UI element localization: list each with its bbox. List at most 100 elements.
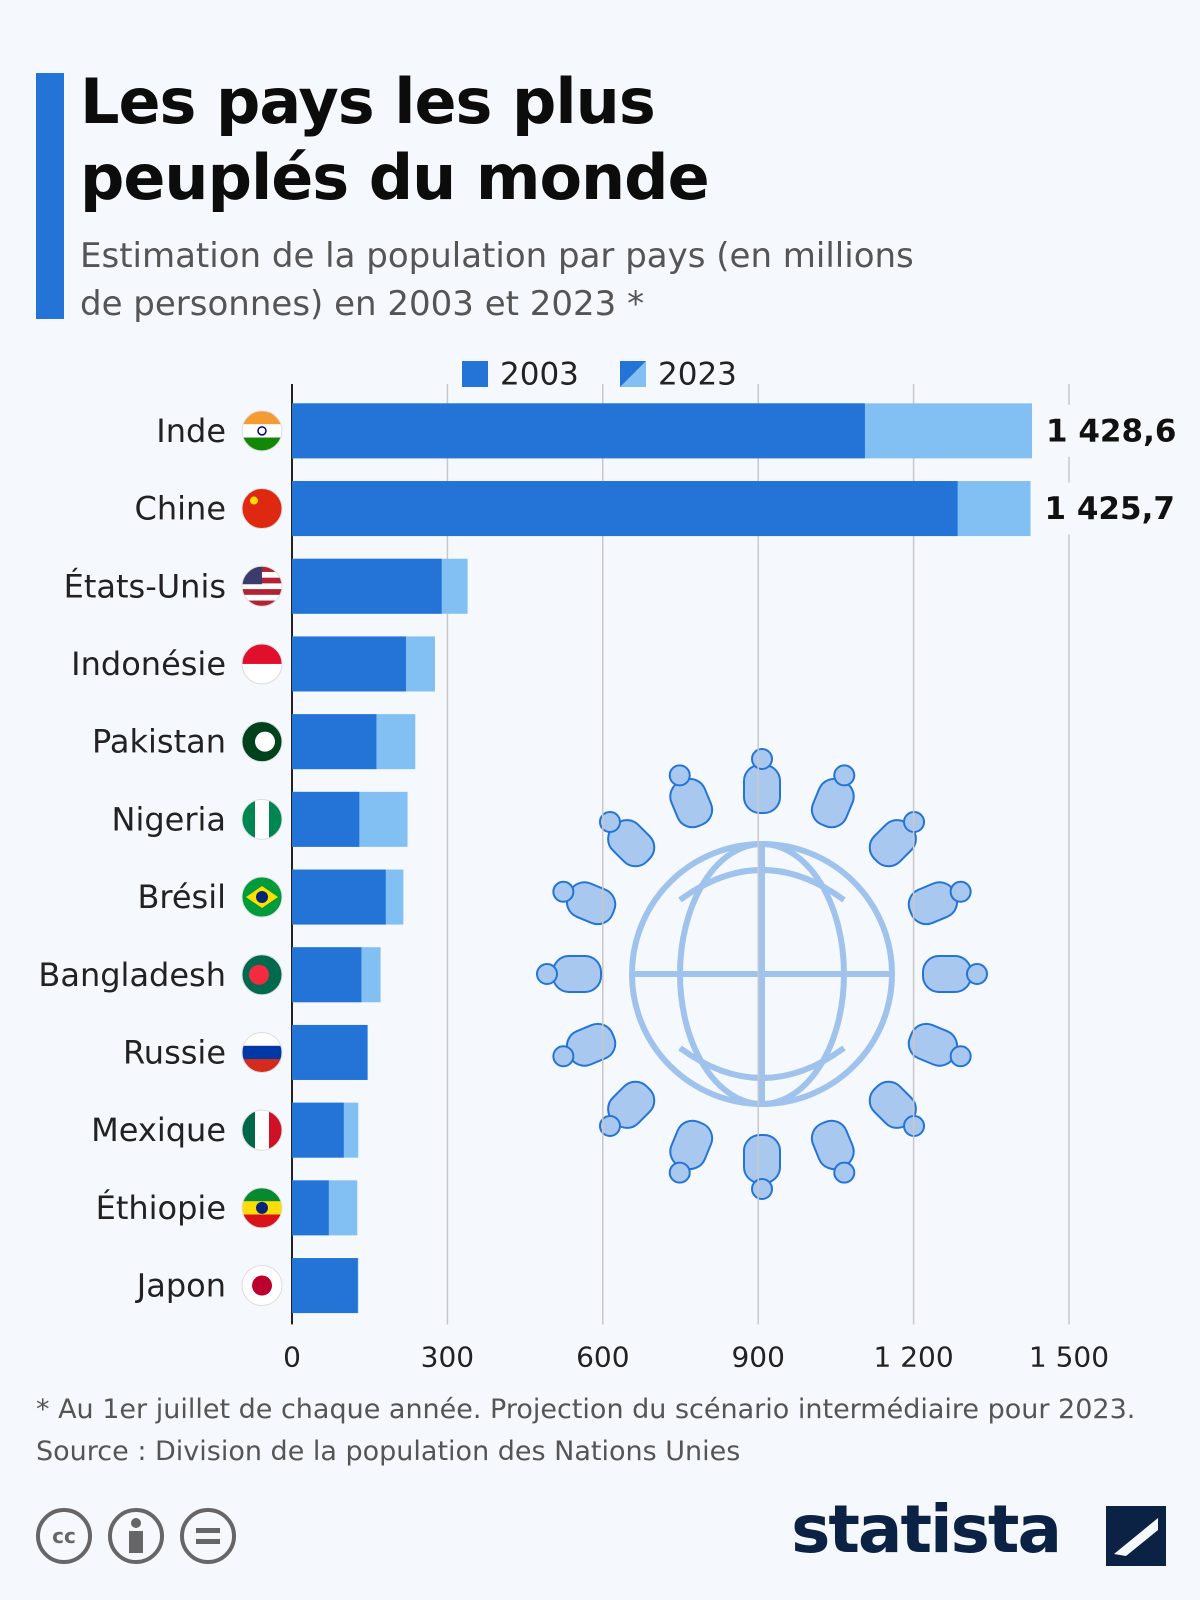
flag-disc: [256, 1201, 268, 1214]
bar: [292, 1102, 344, 1158]
person-head: [552, 1045, 575, 1068]
flag-band: [242, 1214, 282, 1228]
flag-band: [255, 799, 269, 840]
person-head: [536, 963, 558, 985]
x-tick-label: 0: [283, 1340, 301, 1370]
flag-icon: [242, 1032, 282, 1073]
value-label-bg: [1042, 404, 1173, 457]
person-head: [751, 748, 773, 770]
person-body: [922, 955, 972, 993]
flag-border: [241, 721, 283, 763]
brand-name: statista: [791, 1491, 1062, 1568]
flag-band: [242, 1045, 282, 1060]
person-head: [668, 764, 691, 787]
y-tick-label: Indonésie: [71, 645, 226, 683]
bar: [292, 947, 362, 1003]
flag-disc: [252, 1275, 272, 1296]
flag-icon: [242, 1265, 282, 1306]
flag-border: [241, 1109, 283, 1151]
value-label-bg: [1040, 482, 1171, 535]
y-tick-label: Inde: [156, 412, 226, 450]
person-icon: [552, 955, 602, 993]
flag-icon: [242, 1110, 282, 1151]
flag-band: [242, 583, 282, 590]
bar: [292, 481, 958, 537]
flag-icon: [242, 488, 282, 529]
y-tick-label: Russie: [123, 1033, 226, 1071]
footnote: * Au 1er juillet de chaque année. Projec…: [36, 1394, 1136, 1425]
person-icon: [743, 764, 781, 814]
bar: [292, 1024, 368, 1080]
flag-icon: [242, 1187, 282, 1228]
person-head: [949, 880, 972, 903]
flag-band: [242, 594, 282, 602]
flag-icon: [242, 566, 282, 607]
person-head: [949, 1045, 972, 1068]
flag-icon: [242, 877, 282, 918]
flag-disc: [249, 964, 269, 985]
bar: [292, 1258, 358, 1314]
person-head: [598, 810, 621, 833]
source: Source : Division de la population des N…: [36, 1436, 741, 1467]
x-tick-label: 300: [421, 1340, 474, 1370]
person-head: [598, 1115, 621, 1138]
flag-body: [242, 799, 282, 840]
flag-body: [242, 566, 282, 607]
flag-band: [242, 643, 282, 665]
person-body: [552, 955, 602, 993]
person-head: [751, 1178, 773, 1200]
brand-logo: [1106, 1506, 1166, 1566]
flag-body: [242, 721, 282, 762]
legend-label: 2023: [658, 357, 737, 393]
person-icon: [922, 955, 972, 993]
flag-border: [241, 565, 283, 607]
flag-body: [242, 1110, 282, 1151]
flag-icon: [242, 721, 282, 762]
flag-band: [242, 1032, 282, 1047]
chart-subtitle: Estimation de la population par pays (en…: [80, 236, 914, 324]
y-tick-label: Bangladesh: [38, 956, 226, 994]
person-body: [743, 764, 781, 814]
legend-swatch-half: [620, 361, 646, 387]
flag-crescent: [255, 731, 275, 752]
flag-border: [241, 1265, 283, 1307]
person-head: [833, 1161, 856, 1184]
y-tick-label: Éthiopie: [96, 1189, 226, 1227]
flag-band: [242, 410, 282, 425]
bar: [292, 558, 442, 614]
legend-label: 2003: [500, 357, 579, 393]
flag-border: [241, 1031, 283, 1073]
flag-band: [242, 1059, 282, 1073]
y-tick-label: Chine: [135, 490, 226, 528]
person-body: [743, 1134, 781, 1184]
legend-swatch: [462, 361, 488, 387]
bar: [292, 1180, 329, 1236]
flag-chakra: [257, 426, 267, 436]
flag-border: [241, 876, 283, 918]
flag-border: [241, 954, 283, 996]
bar: [292, 403, 865, 459]
y-tick-label: Pakistan: [92, 723, 226, 761]
globe-illustration: [629, 841, 895, 1107]
value-label: 1 428,6: [1046, 413, 1176, 449]
person-head: [552, 880, 575, 903]
flag-star: [250, 496, 258, 505]
flag-band: [255, 1110, 269, 1151]
person-head: [668, 1161, 691, 1184]
flag-icon: [242, 799, 282, 840]
x-tick-label: 600: [576, 1340, 629, 1370]
flag-icon: [242, 410, 282, 451]
flag-band: [242, 663, 282, 684]
x-tick-label: 900: [731, 1340, 784, 1370]
y-tick-label: États-Unis: [64, 567, 226, 605]
flag-band: [242, 424, 282, 439]
svg-text:cc: cc: [52, 1524, 76, 1548]
y-tick-label: Mexique: [91, 1111, 226, 1149]
flag-border: [241, 643, 283, 685]
flag-body: [242, 643, 282, 684]
flag-border: [241, 488, 283, 530]
value-label: 1 425,7: [1045, 491, 1175, 527]
flag-band: [242, 589, 282, 596]
flag-body: [242, 1265, 282, 1306]
flag-icon: [242, 954, 282, 995]
